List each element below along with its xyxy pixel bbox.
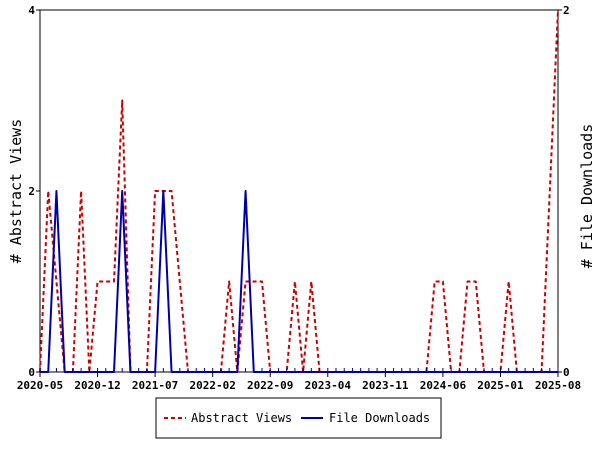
x-tick-label: 2020-05 [17,379,63,392]
legend-label-file-downloads: File Downloads [329,411,430,425]
x-tick-label: 2023-11 [362,379,409,392]
right-tick-label: 2 [563,4,570,17]
plot-area [39,9,559,373]
left-tick-label: 4 [28,4,35,17]
left-tick-label: 2 [28,185,35,198]
x-tick-label: 2021-07 [132,379,178,392]
left-tick-label: 0 [28,366,35,379]
plot-frame [39,9,559,373]
left-axis-title: # Abstract Views [7,119,25,264]
series-abstract-views [39,9,559,373]
series-line-abstract-views [39,9,559,373]
x-tick-label: 2025-01 [477,379,524,392]
right-axis-ticks: 02 [558,4,570,379]
x-tick-label: 2020-12 [74,379,120,392]
series-file-downloads [40,190,558,373]
left-axis-ticks: 0 2 4 [28,4,40,379]
right-axis-title: # File Downloads [578,124,596,269]
right-tick-label: 0 [563,366,570,379]
x-tick-label: 2022-09 [247,379,293,392]
x-tick-label: 2025-08 [535,379,581,392]
legend-label-abstract-views: Abstract Views [191,411,292,425]
x-tick-label: 2022-02 [189,379,235,392]
series-layer [39,9,559,373]
legend: Abstract Views File Downloads [155,397,442,439]
x-axis-ticks: 2020-05 2020-12 2021-07 2022-02 2022-09 2023-… [17,372,581,392]
x-tick-label: 2023-04 [305,379,352,392]
series-line-file-downloads [40,190,558,373]
legend-box [155,397,442,439]
x-tick-label: 2024-06 [420,379,467,392]
